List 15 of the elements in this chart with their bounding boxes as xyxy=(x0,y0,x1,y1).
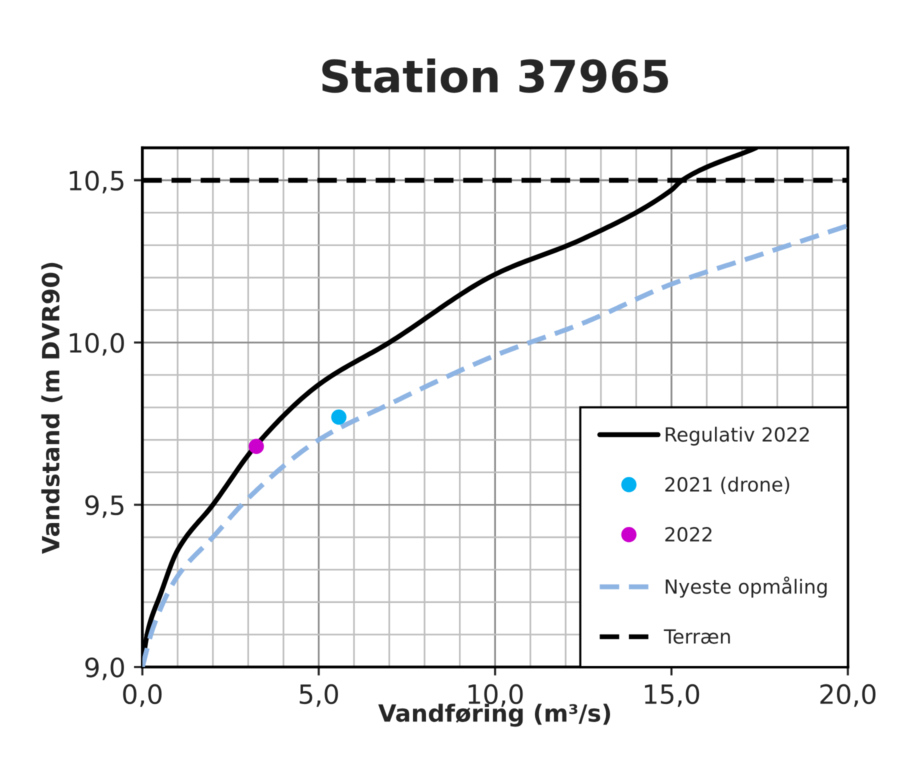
x-tick-label: 5,0 xyxy=(300,684,338,707)
legend-label: Nyeste opmåling xyxy=(666,576,827,598)
y-tick-label: 10,0 xyxy=(70,332,124,356)
y-tick-label: 10,5 xyxy=(70,170,124,194)
legend-label: Terræn xyxy=(664,629,730,644)
y-tick-label: 9,0 xyxy=(85,657,124,680)
chart-title: Station 37965 xyxy=(322,58,668,93)
x-tick-label: 15,0 xyxy=(644,684,700,707)
legend-label: 2022 xyxy=(665,526,712,542)
y-tick-label: 9,5 xyxy=(85,495,124,518)
legend-label: Regulativ 2022 xyxy=(666,426,809,446)
y-axis-title: Vandstand (m DVR90) xyxy=(41,262,62,554)
x-tick-label: 20,0 xyxy=(820,684,876,707)
x-tick-label: 0,0 xyxy=(123,684,162,707)
legend-label: 2021 (drone) xyxy=(665,476,790,494)
